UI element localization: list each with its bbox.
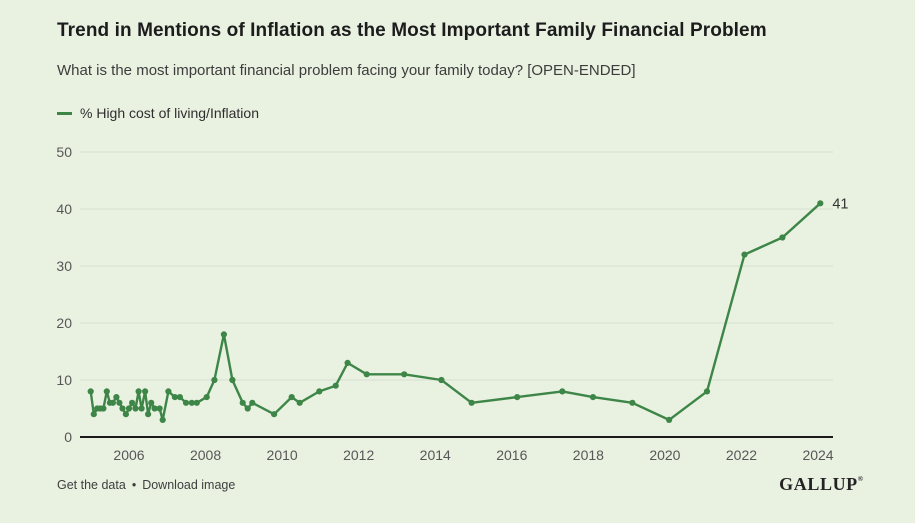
- data-point: [249, 399, 256, 406]
- data-point: [138, 405, 145, 412]
- data-point: [90, 411, 97, 418]
- data-point: [296, 399, 303, 406]
- data-point: [401, 371, 408, 378]
- x-tick-label: 2022: [726, 447, 757, 463]
- data-point: [145, 411, 152, 418]
- data-point: [142, 388, 149, 395]
- trend-line: [89, 202, 822, 422]
- x-tick-label: 2018: [573, 447, 604, 463]
- data-point: [151, 405, 158, 412]
- data-point: [132, 405, 139, 412]
- data-point: [109, 399, 116, 406]
- y-tick-label: 30: [56, 258, 72, 274]
- data-point: [559, 388, 566, 395]
- data-point: [193, 399, 200, 406]
- data-point: [363, 371, 370, 378]
- data-point: [122, 411, 129, 418]
- data-point: [779, 234, 786, 241]
- footer-separator: •: [131, 478, 137, 492]
- data-point: [156, 405, 163, 412]
- data-point: [817, 200, 824, 207]
- x-tick-label: 2014: [420, 447, 451, 463]
- data-point: [316, 388, 323, 395]
- y-tick-label: 40: [56, 201, 72, 217]
- x-tick-label: 2008: [190, 447, 221, 463]
- x-tick-label: 2012: [343, 447, 374, 463]
- data-point: [514, 394, 521, 401]
- chart-subtitle: What is the most important financial pro…: [57, 62, 636, 79]
- data-point: [182, 399, 190, 406]
- end-value-label: 41: [832, 196, 848, 212]
- data-point: [203, 394, 210, 401]
- data-point: [468, 399, 475, 406]
- data-point: [229, 376, 236, 384]
- data-point: [589, 394, 597, 401]
- data-point: [288, 394, 295, 401]
- get-the-data-link[interactable]: Get the data: [57, 478, 126, 492]
- x-tick-label: 2016: [496, 447, 527, 463]
- gallup-logo: GALLUP®: [779, 474, 863, 494]
- data-point: [100, 405, 107, 412]
- data-point: [165, 388, 172, 395]
- data-point: [87, 388, 94, 395]
- data-point: [171, 394, 178, 401]
- data-point: [125, 405, 133, 412]
- registered-trademark-icon: ®: [857, 475, 863, 483]
- y-tick-label: 50: [56, 144, 72, 160]
- footer-links: Get the data • Download image: [57, 478, 235, 492]
- data-point: [135, 388, 142, 395]
- data-point: [438, 376, 445, 384]
- data-point: [332, 382, 339, 389]
- data-point: [116, 399, 123, 406]
- data-point: [211, 376, 218, 384]
- data-point: [159, 416, 166, 423]
- data-point: [271, 411, 278, 418]
- data-point: [629, 399, 636, 406]
- data-point: [220, 331, 227, 338]
- data-point: [103, 388, 110, 395]
- data-point: [703, 388, 711, 395]
- data-point: [148, 399, 155, 406]
- download-image-link[interactable]: Download image: [142, 478, 236, 492]
- data-point: [239, 399, 246, 406]
- legend-label: % High cost of living/Inflation: [80, 105, 259, 121]
- data-point: [344, 359, 351, 366]
- data-point: [741, 251, 748, 258]
- data-point: [188, 399, 195, 406]
- y-tick-label: 20: [56, 315, 72, 331]
- data-point: [129, 399, 136, 406]
- data-point: [244, 405, 251, 412]
- data-point: [666, 416, 673, 423]
- y-tick-label: 0: [64, 429, 72, 445]
- x-tick-label: 2020: [649, 447, 680, 463]
- x-tick-label: 2024: [802, 447, 833, 463]
- x-tick-label: 2010: [267, 447, 298, 463]
- data-point: [119, 405, 126, 412]
- legend-line-swatch-icon: [57, 111, 72, 115]
- x-tick-label: 2006: [113, 447, 144, 463]
- y-tick-label: 10: [56, 372, 72, 388]
- data-point: [176, 394, 183, 401]
- chart-title: Trend in Mentions of Inflation as the Mo…: [57, 20, 767, 41]
- chart-legend: % High cost of living/Inflation: [57, 105, 259, 121]
- data-point: [113, 394, 120, 401]
